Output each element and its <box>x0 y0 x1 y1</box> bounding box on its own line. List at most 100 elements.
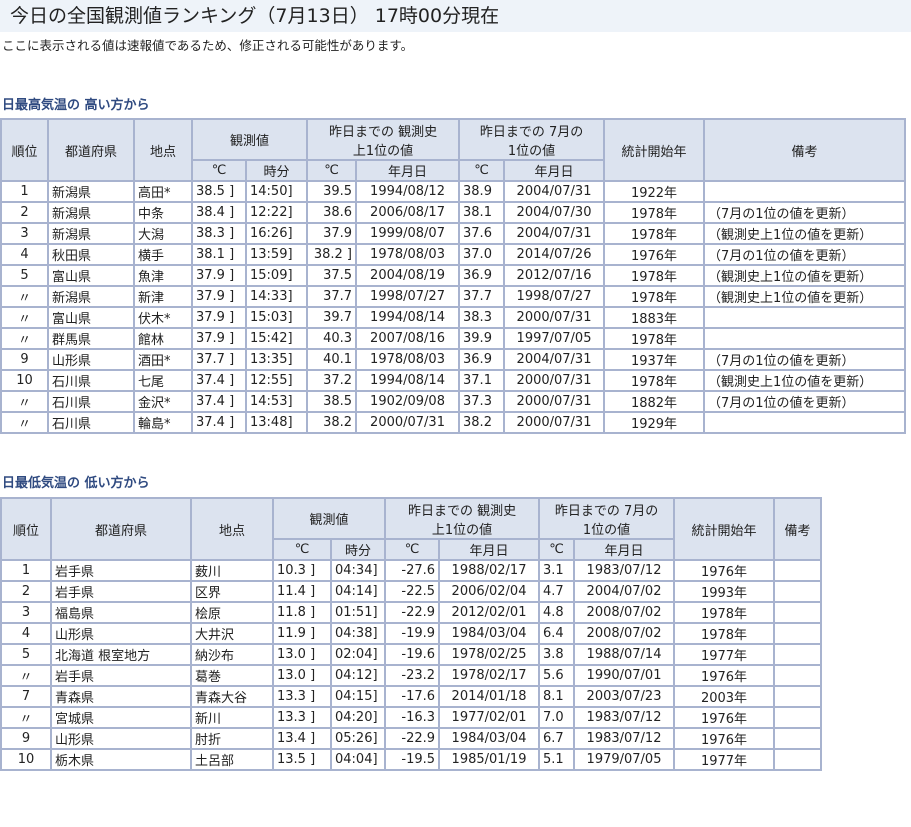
cell-pref: 岩手県 <box>50 580 192 603</box>
cell-hist-deg: -19.5 <box>384 748 441 771</box>
cell-hist-deg: -16.3 <box>384 706 441 729</box>
cell-pref: 石川県 <box>47 411 135 434</box>
table-row: 3 福島県 桧原 11.8 ] 01:51] -22.9 2012/02/01 4.8 2008… <box>0 601 822 624</box>
cell-rank: 4 <box>0 622 52 645</box>
cell-hist-deg: 37.2 <box>306 369 358 392</box>
cell-obs-time: 02:04] <box>329 643 387 666</box>
cell-remark <box>703 306 906 329</box>
high-temp-heading: 日最高気温の 高い方から <box>2 98 150 113</box>
cell-pref: 石川県 <box>47 390 135 413</box>
sub-date: 年月日 <box>438 538 541 561</box>
cell-rank: 2 <box>0 201 49 224</box>
cell-start-year: 1978年 <box>603 369 706 392</box>
cell-hist-date: 1998/07/27 <box>355 285 461 308</box>
cell-pref: 北海道 根室地方 <box>50 643 192 666</box>
table-row: 2 岩手県 区界 11.4 ] 04:14] -22.5 2006/02/04 4.7 2004… <box>0 580 822 603</box>
cell-obs-time: 04:04] <box>329 748 387 771</box>
sub-date: 年月日 <box>503 159 606 182</box>
cell-point: 葛巻 <box>190 664 274 687</box>
cell-hist-deg: -19.6 <box>384 643 441 666</box>
table-row: 10 栃木県 土呂部 13.5 ] 04:04] -19.5 1985/01/19 5.1 19… <box>0 748 822 771</box>
cell-july-date: 2004/07/31 <box>503 180 606 203</box>
table-row: 〃石川県 金沢* 37.4 ] 14:53] 38.5 1902/09/08 37.3 200… <box>0 390 906 413</box>
table-row: 〃群馬県 館林 37.9 ] 15:42] 40.3 2007/08/16 39.9 1997… <box>0 327 906 350</box>
cell-start-year: 1977年 <box>673 643 776 666</box>
cell-point: 大潟 <box>133 222 193 245</box>
cell-obs-time: 14:50] <box>244 180 309 203</box>
cell-point: 七尾 <box>133 369 193 392</box>
cell-remark <box>773 748 822 771</box>
sub-deg: ℃ <box>458 159 506 182</box>
cell-obs-time: 15:09] <box>244 264 309 287</box>
table-row: 2 新潟県 中条 38.4 ] 12:22] 38.6 2006/08/17 38.1 2004… <box>0 201 906 224</box>
col-hist: 昨日までの 観測史上1位の値 <box>306 118 461 161</box>
cell-obs-time: 01:51] <box>329 601 387 624</box>
cell-rank: 〃 <box>0 706 52 729</box>
cell-pref: 岩手県 <box>50 559 192 582</box>
cell-pref: 富山県 <box>47 306 135 329</box>
cell-rank: 9 <box>0 727 52 750</box>
cell-obs-time: 05:26] <box>329 727 387 750</box>
cell-point: 青森大谷 <box>190 685 274 708</box>
cell-rank: 5 <box>0 264 49 287</box>
sub-date: 年月日 <box>355 159 461 182</box>
cell-rank: 1 <box>0 180 49 203</box>
cell-remark <box>773 622 822 645</box>
cell-july-deg: 38.3 <box>458 306 506 329</box>
cell-start-year: 1883年 <box>603 306 706 329</box>
cell-pref: 新潟県 <box>47 201 135 224</box>
cell-hist-deg: 40.1 <box>306 348 358 371</box>
col-start: 統計開始年 <box>603 118 706 182</box>
cell-july-date: 2000/07/31 <box>503 369 606 392</box>
table-row: 〃岩手県 葛巻 13.0 ] 04:12] -23.2 1978/02/17 5.6 1990… <box>0 664 822 687</box>
cell-remark: （観測史上1位の値を更新） <box>703 264 906 287</box>
sub-time: 時分 <box>329 538 387 561</box>
cell-rank: 10 <box>0 748 52 771</box>
cell-hist-date: 1994/08/14 <box>355 369 461 392</box>
cell-obs-time: 04:20] <box>329 706 387 729</box>
table-row: 〃宮城県 新川 13.3 ] 04:20] -16.3 1977/02/01 7.0 1983… <box>0 706 822 729</box>
cell-pref: 岩手県 <box>50 664 192 687</box>
cell-july-date: 2008/07/02 <box>573 601 676 624</box>
cell-hist-deg: -17.6 <box>384 685 441 708</box>
cell-obs-time: 04:34] <box>329 559 387 582</box>
sub-deg: ℃ <box>384 538 441 561</box>
cell-obs-deg: 37.4 ] <box>191 390 247 413</box>
cell-hist-date: 2004/08/19 <box>355 264 461 287</box>
cell-obs-time: 14:53] <box>244 390 309 413</box>
cell-obs-deg: 13.0 ] <box>272 664 332 687</box>
cell-point: 魚津 <box>133 264 193 287</box>
cell-rank: 3 <box>0 222 49 245</box>
cell-hist-date: 2012/02/01 <box>438 601 541 624</box>
cell-remark <box>703 180 906 203</box>
col-july: 昨日までの 7月の1位の値 <box>458 118 606 161</box>
low-temp-heading: 日最低気温の 低い方から <box>2 476 150 491</box>
cell-hist-deg: 38.5 <box>306 390 358 413</box>
cell-july-date: 1983/07/12 <box>573 559 676 582</box>
cell-hist-deg: -22.9 <box>384 601 441 624</box>
table-row: 4 山形県 大井沢 11.9 ] 04:38] -19.9 1984/03/04 6.4 200… <box>0 622 822 645</box>
cell-july-date: 2008/07/02 <box>573 622 676 645</box>
cell-july-date: 2004/07/31 <box>503 222 606 245</box>
cell-start-year: 1882年 <box>603 390 706 413</box>
table-row: 〃石川県 輪島* 37.4 ] 13:48] 38.2 2000/07/31 38.2 200… <box>0 411 906 434</box>
cell-start-year: 1976年 <box>673 727 776 750</box>
cell-hist-deg: -22.5 <box>384 580 441 603</box>
cell-start-year: 1976年 <box>673 664 776 687</box>
cell-rank: 〃 <box>0 664 52 687</box>
cell-obs-time: 12:22] <box>244 201 309 224</box>
cell-july-deg: 37.0 <box>458 243 506 266</box>
cell-obs-time: 14:33] <box>244 285 309 308</box>
cell-point: 輪島* <box>133 411 193 434</box>
cell-hist-date: 1978/08/03 <box>355 243 461 266</box>
cell-pref: 宮城県 <box>50 706 192 729</box>
cell-pref: 福島県 <box>50 601 192 624</box>
cell-start-year: 2003年 <box>673 685 776 708</box>
cell-obs-deg: 13.4 ] <box>272 727 332 750</box>
cell-rank: 〃 <box>0 411 49 434</box>
cell-obs-deg: 38.5 ] <box>191 180 247 203</box>
cell-start-year: 1978年 <box>603 201 706 224</box>
cell-start-year: 1929年 <box>603 411 706 434</box>
cell-hist-deg: -22.9 <box>384 727 441 750</box>
cell-hist-deg: 39.5 <box>306 180 358 203</box>
